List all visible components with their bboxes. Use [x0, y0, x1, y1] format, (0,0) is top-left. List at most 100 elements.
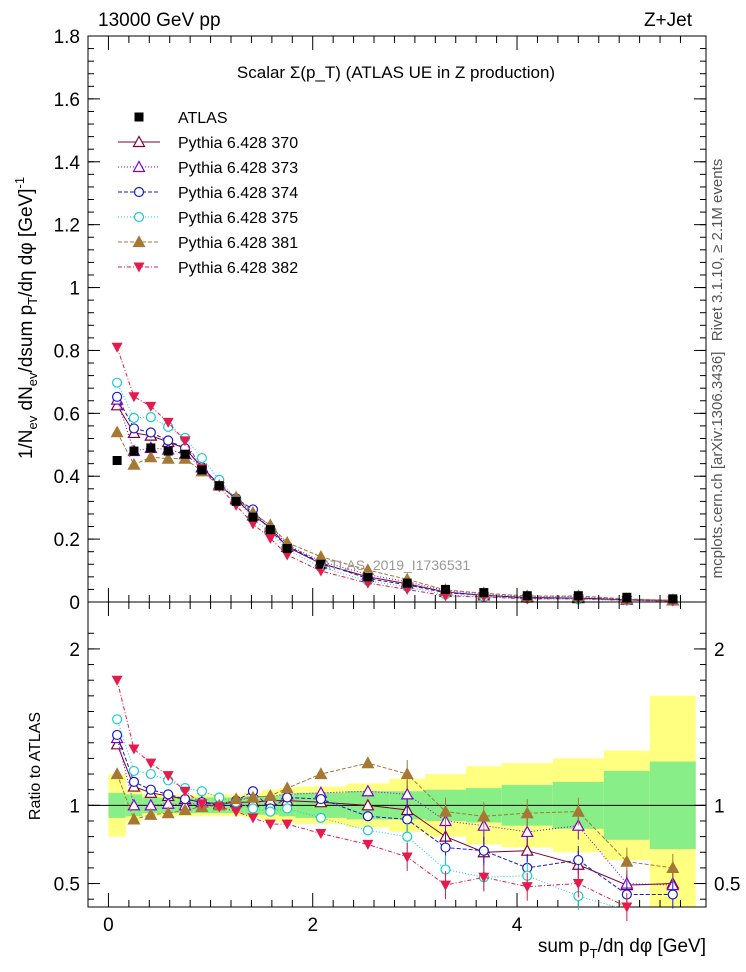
legend-marker: [132, 160, 146, 173]
series-point-main: [145, 412, 156, 423]
series-point-ratio: [112, 729, 123, 741]
legend-label: ATLAS: [178, 110, 228, 127]
series-point-ratio: [263, 789, 277, 802]
legend-label: Pythia 6.428 374: [178, 185, 298, 202]
side-label-rivet: Rivet 3.1.10, ≥ 2.1M events: [709, 159, 726, 342]
legend-marker: [132, 135, 146, 148]
series-point-ratio: [111, 675, 123, 686]
series-point-main: [145, 427, 156, 438]
series-line-ratio: [116, 680, 630, 907]
y-tick-label-ratio-right: 0.5: [714, 875, 740, 896]
series-point-main: [315, 566, 327, 577]
data-point-atlas: [316, 559, 326, 569]
series-point-main: [163, 435, 174, 446]
series-point-ratio: [520, 806, 534, 819]
series-point-main: [162, 417, 174, 428]
x-tick-label: 2: [307, 915, 318, 936]
series-point-ratio: [478, 872, 490, 883]
data-point-atlas: [129, 446, 139, 456]
legend-label: Pythia 6.428 373: [178, 160, 298, 177]
series-point-ratio: [246, 790, 260, 803]
series-main-2: [112, 391, 678, 606]
series-point-ratio: [315, 828, 327, 839]
series-point-ratio: [144, 807, 158, 820]
data-point-atlas: [265, 525, 275, 535]
legend-marker: [133, 211, 145, 223]
series-point-ratio: [196, 786, 207, 797]
series-point-ratio: [477, 809, 491, 822]
series-point-ratio: [361, 798, 375, 811]
series-point-ratio: [361, 784, 375, 797]
y-tick-label-main: 1: [69, 279, 80, 300]
watermark-label: ATLAS_2019_I1736531: [322, 557, 471, 573]
series-line-ratio: [116, 734, 673, 895]
series-ratio-5: [111, 675, 633, 921]
series-point-ratio: [667, 889, 678, 900]
data-point-atlas: [214, 481, 224, 491]
y-tick-label-ratio: 2: [69, 640, 80, 661]
legend-label: Pythia 6.428 375: [178, 210, 298, 227]
legend-marker: [132, 235, 146, 248]
y-tick-label-ratio-right: 1: [714, 796, 725, 817]
header-left-label: 13000 GeV pp: [98, 10, 221, 31]
data-point-atlas: [163, 446, 173, 456]
ratio-panel: 0.5 0.5 1 1 2 2 0 2 4: [54, 36, 740, 936]
series-point-ratio: [145, 768, 156, 780]
data-point-atlas: [622, 592, 632, 602]
series-point-ratio: [401, 852, 413, 863]
series-point-main: [127, 457, 141, 470]
data-point-atlas: [180, 449, 190, 459]
data-point-atlas: [479, 588, 489, 598]
series-point-ratio: [400, 767, 414, 780]
ratio-frame: [87, 601, 707, 908]
y-tick-label-ratio-right: 2: [714, 640, 725, 661]
series-point-ratio: [362, 811, 373, 822]
series-point-main: [145, 401, 157, 412]
series-main-1: [110, 392, 680, 606]
series-point-main: [179, 436, 191, 447]
series-point-main: [111, 342, 123, 353]
series-point-ratio: [362, 839, 374, 850]
series-main-0: [110, 398, 680, 606]
series-point-ratio: [128, 776, 140, 787]
series-point-ratio: [247, 813, 259, 824]
y-tick-label-main: 0.8: [54, 341, 80, 362]
series-point-main: [144, 450, 158, 463]
series-point-ratio: [127, 812, 141, 825]
series-point-ratio: [572, 879, 584, 890]
series-point-ratio: [620, 854, 634, 867]
series-point-ratio: [112, 714, 123, 725]
data-point-atlas: [282, 544, 292, 554]
series-point-ratio: [128, 744, 140, 755]
series-point-ratio: [229, 792, 243, 805]
header-right-label: Z+Jet: [644, 10, 693, 31]
series-point-ratio: [145, 784, 156, 795]
series-point-ratio: [314, 767, 328, 780]
y-tick-label-main: 1.4: [54, 153, 81, 174]
series-point-ratio: [666, 861, 680, 873]
data-point-atlas: [112, 456, 122, 465]
series-ratio-1: [110, 731, 680, 900]
legend-label: Pythia 6.428 381: [178, 235, 298, 252]
legend-marker: [133, 262, 145, 273]
series-line-main: [116, 347, 673, 602]
series-point-main: [196, 452, 207, 464]
y-tick-label-main: 1.8: [54, 27, 80, 48]
data-point-atlas: [668, 594, 678, 604]
series-point-ratio: [162, 771, 174, 782]
series-point-ratio: [280, 781, 294, 794]
legend-label: Pythia 6.428 370: [178, 135, 298, 152]
series-point-ratio: [127, 798, 141, 811]
data-point-atlas: [197, 465, 207, 475]
series-point-ratio: [230, 807, 242, 818]
main-panel: 0 0.2 0.4 0.6 0.8 1 1.2 1.4 1.6 1.8: [54, 27, 707, 614]
series-point-ratio: [128, 765, 140, 777]
data-point-atlas: [146, 443, 156, 453]
y-tick-label-main: 0.6: [54, 404, 80, 425]
series-point-ratio: [281, 819, 293, 830]
series-point-ratio: [571, 804, 585, 817]
y-tick-label-main: 1.2: [54, 216, 80, 237]
x-tick-label: 4: [512, 915, 523, 936]
series-point-ratio: [265, 806, 276, 817]
